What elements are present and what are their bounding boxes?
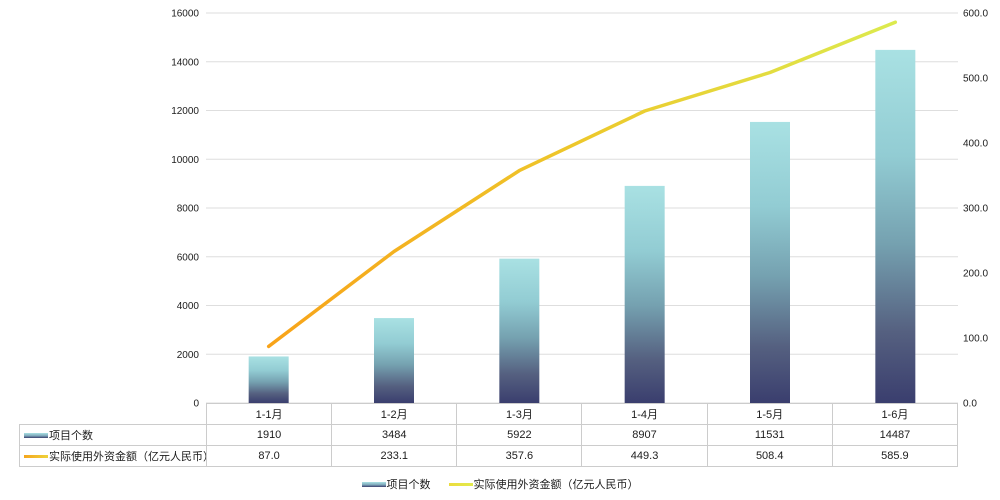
y-axis-right-tick-label: 500.0 xyxy=(963,74,988,85)
table-row: 实际使用外资金额（亿元人民币） 87.0 233.1 357.6 449.3 5… xyxy=(19,445,959,467)
y-axis-left-tick-label: 2000 xyxy=(177,350,200,361)
table-corner-cell xyxy=(20,404,207,425)
table-cell: 14487 xyxy=(831,424,959,446)
y-axis-left-tick-label: 0 xyxy=(193,399,199,410)
bar-1-5月 xyxy=(750,121,790,403)
legend-line-swatch-icon xyxy=(448,482,473,486)
y-axis-left-tick-label: 12000 xyxy=(171,106,199,117)
table-header-row: 1-1月 1-2月 1-3月 1-4月 1-5月 1-6月 xyxy=(20,403,959,425)
bar-1-3月 xyxy=(499,258,540,403)
category-header: 1-3月 xyxy=(456,403,583,425)
y-axis-left-tick-label: 14000 xyxy=(171,57,199,68)
table-cell: 357.6 xyxy=(456,445,583,467)
table-cell: 508.4 xyxy=(706,445,833,467)
y-axis-right-tick-label: 100.0 xyxy=(963,334,988,345)
line-series-swatch-icon xyxy=(24,454,48,458)
legend-item-capital[interactable]: 实际使用外资金额（亿元人民币） xyxy=(448,476,639,492)
category-header: 1-5月 xyxy=(706,403,833,425)
legend-label: 项目个数 xyxy=(386,479,431,491)
trend-line xyxy=(266,20,898,349)
data-table: 1-1月 1-2月 1-3月 1-4月 1-5月 1-6月 项目个数 1910 … xyxy=(19,403,959,467)
table-cell: 5922 xyxy=(456,424,583,446)
table-row: 项目个数 1910 3484 5922 8907 11531 14487 xyxy=(19,424,959,446)
table-cell: 1910 xyxy=(205,424,333,446)
chart-canvas: 0 2000 4000 6000 8000 10000 12000 14000 16000 0.0… xyxy=(171,9,988,410)
bar-1-2月 xyxy=(374,318,414,403)
y-axis-left-tick-label: 16000 xyxy=(171,9,199,20)
category-header: 1-1月 xyxy=(205,403,333,425)
y-axis-right-tick-label: 0.0 xyxy=(963,399,977,410)
y-axis-left-tick-label: 6000 xyxy=(177,252,200,263)
bar-1-1月 xyxy=(248,356,289,403)
table-cell: 8907 xyxy=(581,424,708,446)
bar-series-swatch-icon xyxy=(24,432,48,438)
y-axis-right-tick-label: 600.0 xyxy=(963,9,988,20)
row-label-text: 实际使用外资金额（亿元人民币） xyxy=(49,451,207,463)
table-cell: 585.9 xyxy=(831,445,959,467)
category-header: 1-6月 xyxy=(831,403,959,425)
y-axis-left-tick-label: 10000 xyxy=(171,155,199,166)
chart-legend: 项目个数 实际使用外资金额（亿元人民币） xyxy=(0,476,1000,492)
y-axis-left-tick-label: 8000 xyxy=(177,204,200,215)
bar-1-4月 xyxy=(624,185,665,403)
table-cell: 233.1 xyxy=(331,445,458,467)
legend-bar-swatch-icon xyxy=(361,481,386,487)
y-axis-right-tick-label: 400.0 xyxy=(963,139,988,150)
legend-label: 实际使用外资金额（亿元人民币） xyxy=(473,479,639,491)
y-axis-right-tick-label: 200.0 xyxy=(963,269,988,280)
table-cell: 449.3 xyxy=(581,445,708,467)
table-cell: 11531 xyxy=(706,424,833,446)
row-label-capital: 实际使用外资金额（亿元人民币） xyxy=(19,445,207,467)
table-cell: 3484 xyxy=(331,424,458,446)
category-header: 1-4月 xyxy=(581,403,708,425)
row-label-projects: 项目个数 xyxy=(19,424,207,446)
table-cell: 87.0 xyxy=(205,445,333,467)
y-axis-right-tick-label: 300.0 xyxy=(963,204,988,215)
row-label-text: 项目个数 xyxy=(49,430,93,442)
y-axis-left-tick-label: 4000 xyxy=(177,301,200,312)
legend-item-projects[interactable]: 项目个数 xyxy=(361,476,431,492)
category-header: 1-2月 xyxy=(331,403,458,425)
bar-1-6月 xyxy=(875,49,916,404)
